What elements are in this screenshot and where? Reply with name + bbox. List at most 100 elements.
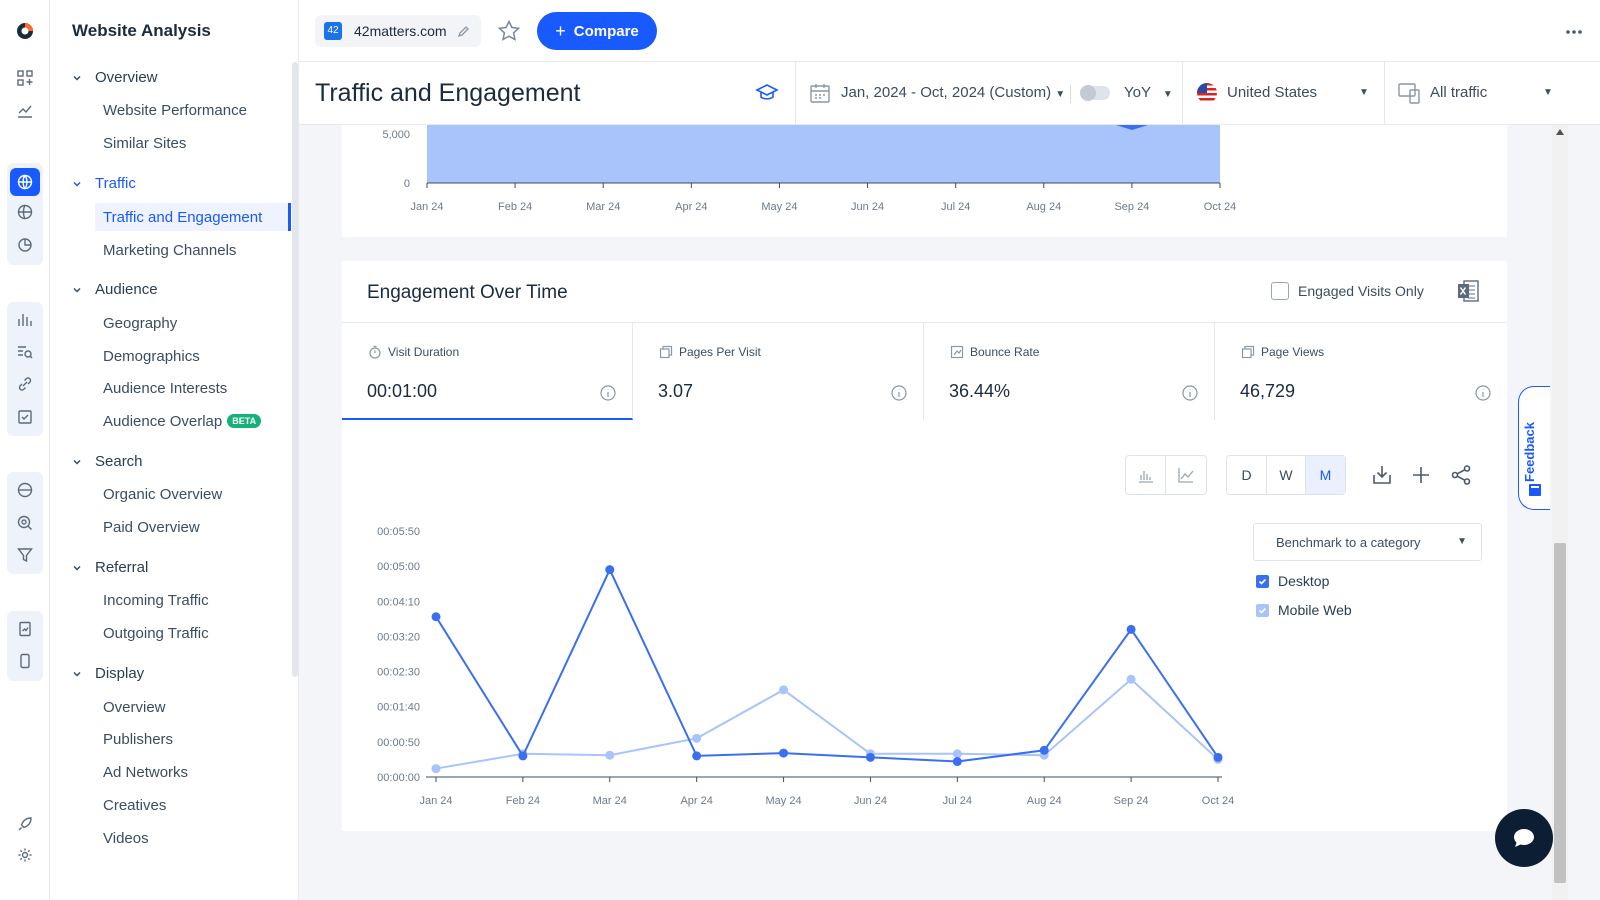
mobile-icon[interactable] [13,649,37,673]
nav-item-display-overview[interactable]: Overview [103,699,166,716]
feedback-tab[interactable]: Feedback [1518,386,1550,510]
gear-icon[interactable] [13,843,37,867]
compare-button[interactable]: + Compare [537,12,657,50]
dashboard-icon[interactable] [13,66,37,90]
data-point[interactable] [952,749,962,759]
data-point[interactable] [952,757,962,767]
date-range-selector[interactable]: Jan, 2024 - Oct, 2024 (Custom) ▼ [841,84,1066,101]
pencil-icon[interactable] [457,25,470,38]
data-point[interactable] [518,751,528,761]
data-point[interactable] [779,748,789,758]
globe-network-icon[interactable] [13,478,37,502]
yoy-toggle[interactable] [1080,85,1110,101]
info-icon[interactable] [1475,385,1491,401]
caret-down-icon[interactable]: ▼ [1359,87,1369,98]
yoy-selector[interactable]: YoY ▼ [1124,84,1173,101]
globe-search-icon[interactable] [13,200,37,224]
info-icon[interactable] [891,385,907,401]
link-icon[interactable] [13,372,37,396]
country-selector[interactable]: United States [1227,84,1318,101]
info-icon[interactable] [1182,385,1198,401]
bar-chart-icon[interactable] [13,307,37,331]
data-point[interactable] [865,752,875,762]
page-scrollbar[interactable] [1552,125,1568,900]
app-report-icon[interactable] [13,617,37,641]
legend-desktop[interactable]: Desktop [1256,573,1329,589]
data-point[interactable] [1126,674,1136,684]
data-point[interactable] [692,733,702,743]
funnel-icon[interactable] [13,543,37,567]
nav-item-geography[interactable]: Geography [103,315,178,332]
keyword-search-icon[interactable] [13,340,37,364]
nav-item-creatives[interactable]: Creatives [103,797,167,814]
nav-item-audience-overlap[interactable]: Audience Overlap BETA [103,413,262,430]
nav-item-audience-interests[interactable]: Audience Interests [103,380,228,397]
trend-icon[interactable] [13,98,37,122]
nav-section-audience[interactable]: Audience [72,281,158,298]
caret-down-icon[interactable]: ▼ [1543,87,1553,98]
nav-item-ad-networks[interactable]: Ad Networks [103,764,189,781]
nav-item-demographics[interactable]: Demographics [103,348,200,365]
nav-item-website-performance[interactable]: Website Performance [103,102,247,119]
site-chip[interactable]: 42 42matters.com [315,15,481,47]
data-point[interactable] [1213,752,1223,762]
metric-page-views[interactable]: Page Views 46,729 [1215,322,1507,420]
granularity-week-button[interactable]: W [1267,456,1306,494]
scroll-up-arrow-icon[interactable] [1556,129,1564,135]
share-icon[interactable] [1450,464,1472,486]
data-point[interactable] [431,612,441,622]
globe-icon[interactable] [10,168,40,196]
metric-bounce-rate[interactable]: Bounce Rate 36.44% [924,322,1215,420]
granularity-day-button[interactable]: D [1227,456,1267,494]
bar-chart-view-button[interactable] [1126,456,1166,494]
data-point[interactable] [605,565,615,575]
x-tick-label: Mar 24 [593,795,627,807]
granularity-month-button[interactable]: M [1306,456,1345,494]
nav-item-incoming-traffic[interactable]: Incoming Traffic [103,592,209,609]
similarweb-logo-icon[interactable] [15,21,35,41]
data-point[interactable] [431,764,441,774]
excel-export-icon[interactable] [1456,279,1480,303]
nav-item-marketing-channels[interactable]: Marketing Channels [103,242,237,259]
nav-item-videos[interactable]: Videos [103,830,149,847]
more-options-icon[interactable] [1564,22,1584,42]
nav-section-search[interactable]: Search [72,453,143,470]
benchmark-dropdown[interactable]: Benchmark to a category ▼ [1253,523,1482,561]
graduation-cap-icon[interactable] [755,82,779,104]
nav-item-organic-overview[interactable]: Organic Overview [103,486,223,503]
data-point[interactable] [605,750,615,760]
nav-item-paid-overview[interactable]: Paid Overview [103,519,200,536]
data-point[interactable] [779,685,789,695]
traffic-type-selector[interactable]: All traffic [1430,84,1488,101]
scroll-thumb[interactable] [1554,543,1566,883]
metric-visit-duration[interactable]: Visit Duration 00:01:00 [342,322,633,420]
nav-item-traffic-and-engagement[interactable]: Traffic and Engagement [103,209,263,226]
data-point[interactable] [1126,624,1136,634]
line-chart-view-button[interactable] [1166,456,1206,494]
star-icon[interactable] [497,19,521,43]
nav-section-referral[interactable]: Referral [72,559,148,576]
rocket-icon[interactable] [13,812,37,836]
nav-item-publishers[interactable]: Publishers [103,731,174,748]
search-target-icon[interactable] [13,511,37,535]
nav-item-similar-sites[interactable]: Similar Sites [103,135,187,152]
download-icon[interactable] [1371,464,1393,486]
nav-item-outgoing-traffic[interactable]: Outgoing Traffic [103,625,209,642]
nav-section-traffic[interactable]: Traffic [72,175,136,192]
nav-scrollbar[interactable] [292,62,298,677]
nav-item-active-highlight [95,203,291,231]
nav-section-display[interactable]: Display [72,665,144,682]
calendar-icon[interactable] [809,82,831,104]
y-tick-label: 00:03:20 [377,631,420,643]
pie-chart-icon[interactable] [13,233,37,257]
legend-mobile-web[interactable]: Mobile Web [1256,602,1352,618]
add-icon[interactable] [1410,464,1432,486]
metric-pages-per-visit[interactable]: Pages Per Visit 3.07 [633,322,924,420]
data-point[interactable] [1039,745,1049,755]
checklist-icon[interactable] [13,405,37,429]
engaged-visits-checkbox[interactable] [1271,282,1289,300]
chat-button[interactable] [1495,809,1553,867]
info-icon[interactable] [600,385,616,401]
data-point[interactable] [692,751,702,761]
nav-section-overview[interactable]: Overview [72,69,158,86]
